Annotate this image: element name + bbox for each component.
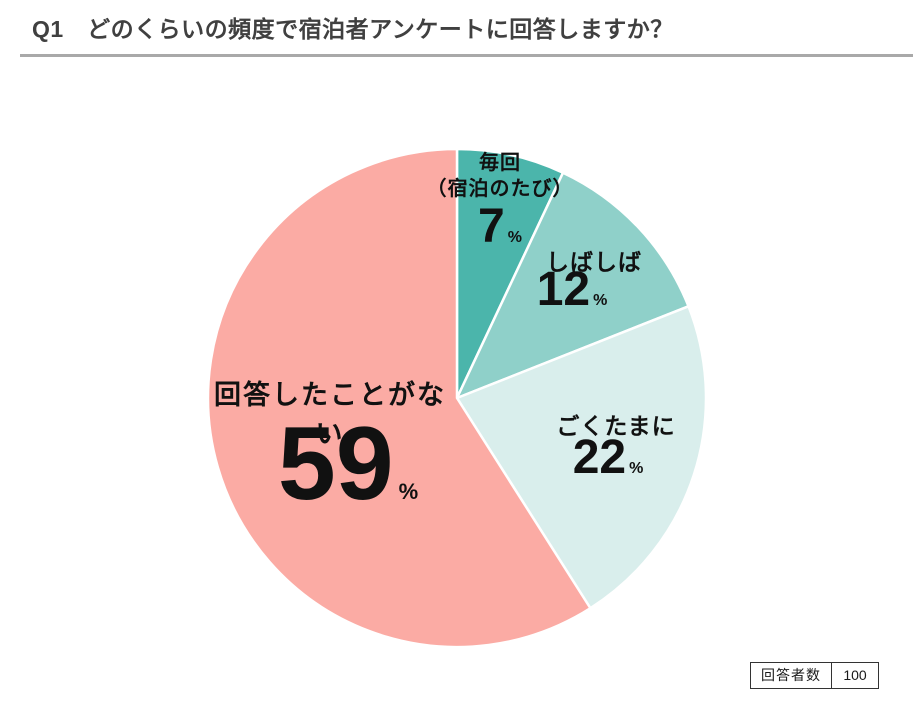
slice-value-number: 12: [536, 263, 591, 316]
pie-chart: [202, 143, 712, 653]
pie-slice-1: [455, 171, 690, 400]
slice-value-number: 22: [572, 431, 627, 484]
slice-label-line: （宿泊のたび）: [426, 178, 574, 200]
slice-label-line: 毎回: [479, 152, 521, 174]
slice-value-number: 7: [478, 200, 505, 253]
pie-slice-2: [455, 305, 708, 610]
percent-sign: %: [507, 229, 522, 246]
pie-slice-0: [455, 147, 565, 400]
slice-value-often: 12 %: [492, 266, 652, 314]
percent-sign: %: [593, 292, 608, 309]
respondents-table: 回答者数 100: [750, 662, 879, 689]
slice-value-number: 59: [277, 406, 394, 522]
pie-chart-svg: [206, 147, 708, 649]
slice-value-rarely: 22 %: [528, 434, 688, 482]
header: Q1 どのくらいの頻度で宿泊者アンケートに回答しますか？: [20, 10, 913, 57]
slice-label-rarely: ごくたまに: [556, 413, 676, 439]
percent-sign: %: [398, 479, 419, 504]
page-title: Q1 どのくらいの頻度で宿泊者アンケートに回答しますか？: [32, 16, 674, 42]
percent-sign: %: [629, 460, 644, 477]
slice-label-every-time: 毎回 （宿泊のたび）: [415, 150, 585, 202]
respondents-label: 回答者数: [751, 663, 832, 688]
slice-value-never: 59 %: [223, 412, 473, 516]
pie-slice-3: [206, 147, 592, 649]
title-underline: [20, 54, 913, 57]
slice-value-every-time: 7 %: [415, 203, 585, 251]
respondents-value: 100: [843, 667, 867, 683]
slice-label-never: 回答したことがない: [214, 380, 446, 449]
slice-label-often: しばしば: [546, 249, 642, 275]
